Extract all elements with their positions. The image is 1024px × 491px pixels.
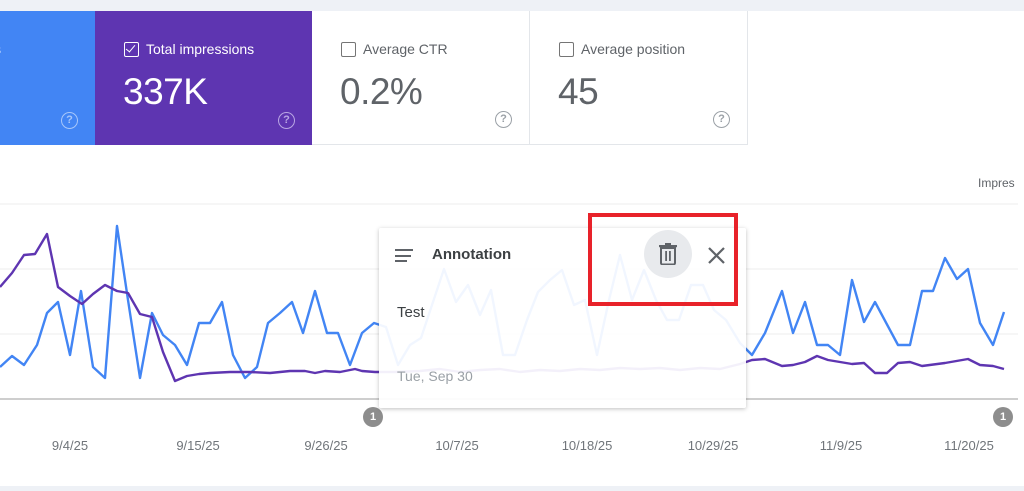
annotation-marker[interactable]: 1 (993, 407, 1013, 427)
help-icon[interactable]: ? (713, 111, 730, 128)
metric-card-value: 45 (558, 71, 599, 112)
metric-card-label: Total impressions (146, 41, 255, 57)
checkbox-unchecked-icon[interactable] (341, 41, 356, 57)
annotation-text: Test (397, 304, 425, 321)
red-highlight-box (588, 213, 738, 306)
metric-card-label: Average CTR (363, 41, 448, 57)
top-background-strip (0, 0, 1024, 11)
annotation-date: Tue, Sep 30 (397, 368, 473, 384)
x-tick-label: 11/9/25 (819, 438, 863, 453)
x-tick-label: 9/26/25 (304, 438, 348, 453)
metric-card-label-row: s (0, 41, 1, 57)
checkbox-checked-icon[interactable] (124, 41, 139, 57)
metric-card-value: 337K (123, 71, 208, 112)
x-tick-label: 10/18/25 (561, 438, 613, 453)
metric-card-label: Average position (581, 41, 686, 57)
help-icon[interactable]: ? (495, 111, 512, 128)
x-tick-label: 10/29/25 (687, 438, 739, 453)
right-axis-title: Impres (978, 176, 1015, 190)
x-tick-label: 10/7/25 (435, 438, 479, 453)
notes-icon (395, 249, 413, 266)
help-icon[interactable]: ? (278, 112, 295, 129)
metric-card-total-clicks[interactable]: s ? (0, 11, 95, 145)
close-icon (707, 246, 725, 264)
metric-card-value: 0.2% (340, 71, 423, 112)
bottom-background-strip (0, 486, 1024, 491)
metric-card-total-impressions[interactable]: Total impressions 337K ? (95, 11, 312, 145)
annotation-popup-title: Annotation (432, 246, 512, 263)
x-tick-label: 9/4/25 (51, 438, 89, 453)
close-annotation-button[interactable] (701, 240, 731, 270)
x-tick-label: 9/15/25 (176, 438, 220, 453)
x-tick-label: 11/20/25 (944, 438, 994, 453)
metric-card-average-ctr[interactable]: Average CTR 0.2% ? (312, 11, 530, 145)
metric-card-label-row: Average position (559, 41, 685, 57)
metric-card-label-row: Total impressions (124, 41, 254, 57)
metric-card-average-position[interactable]: Average position 45 ? (530, 11, 748, 145)
metric-card-label-row: Average CTR (341, 41, 448, 57)
checkbox-unchecked-icon[interactable] (559, 41, 574, 57)
annotation-popup: Annotation Test Tue, Sep 30 (379, 228, 746, 408)
delete-annotation-button[interactable] (644, 230, 692, 278)
trash-icon (659, 243, 677, 265)
help-icon[interactable]: ? (61, 112, 78, 129)
metric-card-label: s (0, 41, 1, 57)
annotation-marker[interactable]: 1 (363, 407, 383, 427)
metric-cards: s ? Total impressions 337K ? Average CTR… (0, 11, 748, 145)
